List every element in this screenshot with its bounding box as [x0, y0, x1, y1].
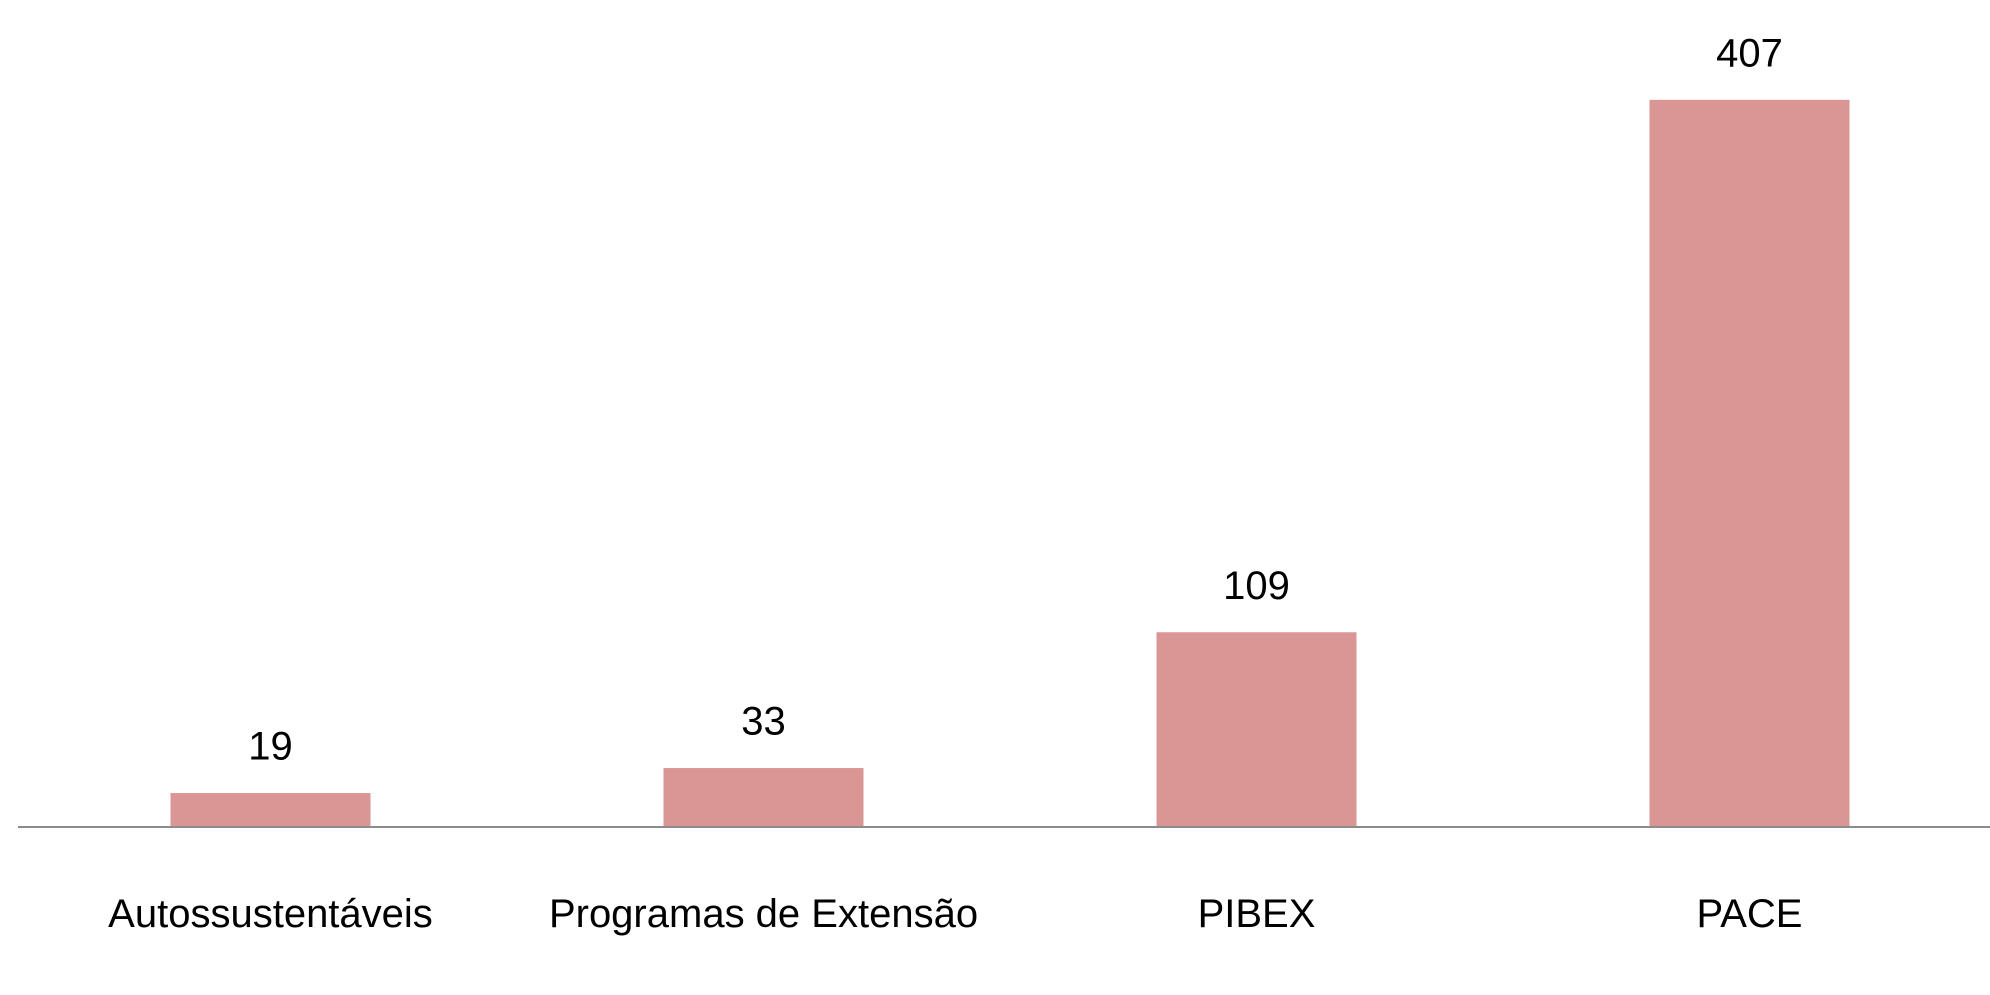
value-label: 19 [248, 725, 293, 769]
value-label: 109 [1223, 564, 1290, 608]
bar [1649, 99, 1850, 828]
x-tick-label: PACE [1696, 892, 1803, 936]
value-label: 407 [1716, 31, 1783, 75]
value-label: 33 [741, 700, 786, 744]
x-tick-label: Programas de Extensão [548, 892, 979, 936]
bar [663, 768, 864, 827]
x-tick-label: PIBEX [1197, 892, 1316, 936]
x-tick-label: Autossustentáveis [108, 892, 433, 936]
bar [1156, 632, 1357, 827]
bar [170, 793, 371, 827]
